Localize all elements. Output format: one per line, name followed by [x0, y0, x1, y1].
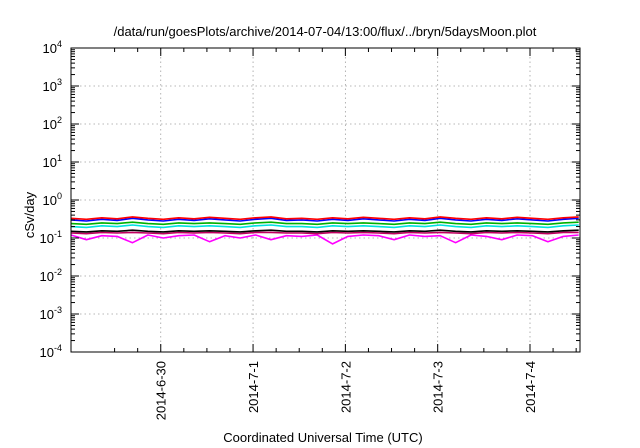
y-tick-label: 10-1 [40, 229, 62, 246]
series-line-2 [70, 217, 579, 222]
y-axis-label: cSv/day [22, 191, 37, 238]
y-tick-label: 10-4 [40, 343, 62, 360]
series-line-6 [70, 231, 579, 235]
grid-lines [71, 48, 580, 352]
series-lines [70, 216, 579, 245]
series-line-1 [70, 216, 579, 221]
y-tick-label: 103 [43, 77, 62, 94]
series-line-7 [70, 234, 579, 245]
y-tick-label: 104 [43, 39, 62, 56]
y-tick-label: 10-3 [40, 305, 62, 322]
y-tick-label: 100 [43, 191, 62, 208]
chart-title: /data/run/goesPlots/archive/2014-07-04/1… [114, 24, 537, 39]
x-tick-label: 2014-6-30 [154, 361, 169, 420]
y-tick-label: 102 [43, 115, 62, 132]
series-line-5 [70, 229, 579, 233]
series-line-3 [70, 221, 579, 226]
y-tick-label: 101 [43, 153, 62, 170]
x-axis-ticks: 2014-6-30 2014-7-1 2014-7-2 2014-7-3 2014-7-… [114, 48, 577, 420]
x-tick-label: 2014-7-1 [246, 361, 261, 413]
y-axis-ticks: 10-4 10-3 10-2 10-1 100 101 102 103 104 [40, 39, 580, 360]
series-line-4 [70, 224, 579, 229]
x-tick-label: 2014-7-4 [523, 361, 538, 413]
x-tick-label: 2014-7-3 [431, 361, 446, 413]
x-tick-label: 2014-7-2 [338, 361, 353, 413]
y-tick-label: 10-2 [40, 267, 62, 284]
x-axis-label: Coordinated Universal Time (UTC) [223, 430, 422, 445]
